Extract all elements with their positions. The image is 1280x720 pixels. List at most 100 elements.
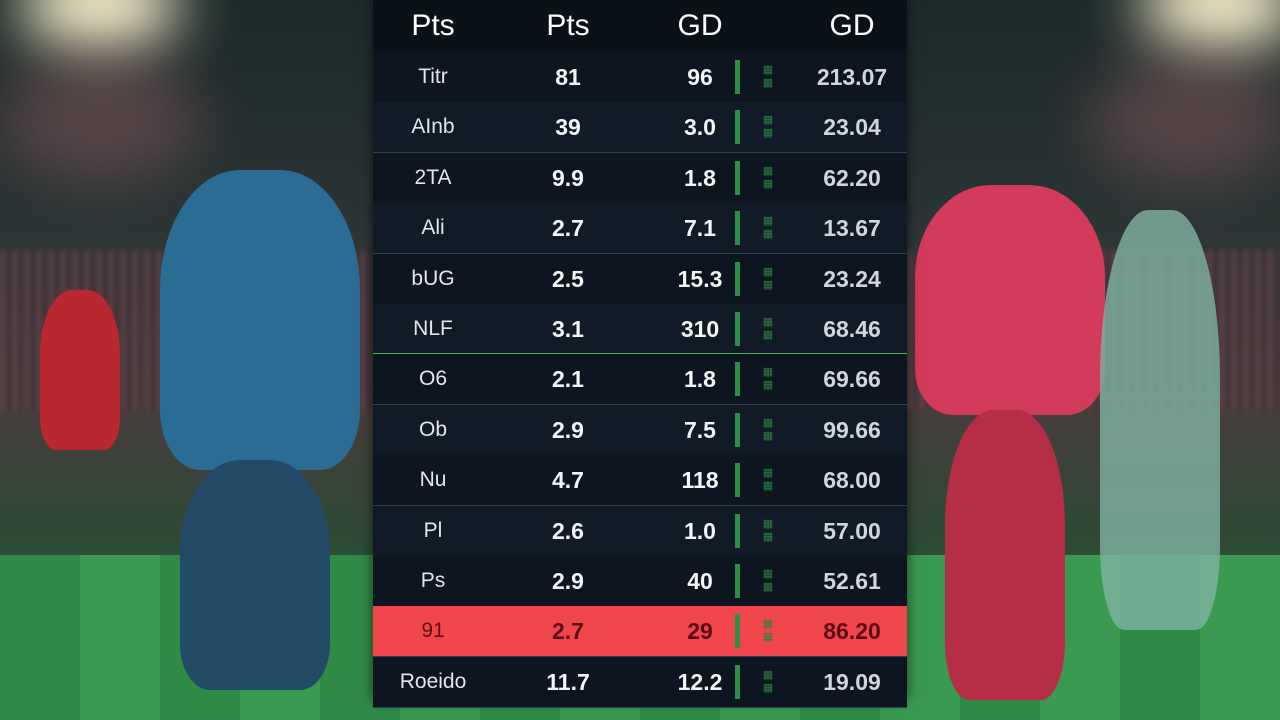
table-cell: bUG (411, 266, 455, 290)
table-cell: 19.09 (823, 668, 881, 695)
status-bar (735, 60, 740, 94)
table-row: 91 2.7 29 86.20 ▦ ▦ (373, 606, 907, 658)
status-bar (735, 362, 740, 397)
status-bar (735, 664, 740, 699)
table-cell: Ps (420, 569, 446, 592)
status-bar (735, 160, 740, 195)
status-bar (735, 312, 740, 346)
table-cell: 12.2 (677, 668, 723, 695)
player-red (40, 290, 120, 450)
header-row: Pts Pts GD GD (373, 0, 907, 53)
table-cell: 7.5 (684, 416, 716, 443)
standings-table: Pts Pts GD GD Titr 81 96 213.07 ▦ ▦ AInb 39 3.0 23.0… (373, 0, 907, 708)
table-cell: 2.9 (552, 416, 584, 443)
table-cell: 29 (687, 618, 713, 645)
status-bar (735, 614, 740, 649)
club-icon: ▦ ▦ (762, 618, 774, 644)
club-icon: ▦ ▦ (762, 668, 774, 694)
status-bar (735, 513, 740, 548)
club-icon: ▦ ▦ (762, 416, 774, 442)
table-cell: 69.66 (823, 366, 881, 393)
roof-light (1090, 60, 1280, 180)
table-cell: 13.67 (823, 215, 881, 242)
table-cell: 3.1 (552, 316, 584, 342)
club-icon: ▦ ▦ (762, 517, 774, 543)
table-row: Titr 81 96 213.07 ▦ ▦ (373, 52, 907, 103)
table-cell: 11.7 (546, 668, 590, 695)
table-cell: 57.00 (823, 517, 881, 544)
table-cell: 1.0 (684, 517, 716, 544)
club-icon: ▦ ▦ (762, 164, 774, 190)
player-blue-legs (180, 460, 330, 690)
table-cell: 39 (555, 114, 581, 141)
club-icon: ▦ ▦ (762, 215, 774, 241)
status-bar (735, 211, 740, 246)
table-cell: 91 (421, 619, 445, 643)
table-cell: 2.5 (552, 265, 584, 292)
table-cell: 40 (687, 568, 713, 594)
table-cell: 99.66 (823, 416, 881, 443)
table-cell: 96 (687, 64, 713, 90)
table-row: Roeido 11.7 12.2 19.09 ▦ ▦ (373, 656, 907, 708)
player-pink (915, 185, 1105, 415)
table-cell: 118 (681, 467, 719, 494)
floodlight (20, 0, 180, 50)
table-row: bUG 2.5 15.3 23.24 ▦ ▦ (373, 253, 907, 305)
table-cell: Titr (418, 65, 448, 88)
table-cell: 2.7 (552, 215, 584, 242)
table-cell: 2.9 (552, 568, 584, 594)
club-icon: ▦ ▦ (762, 316, 774, 341)
table-cell: 9.9 (552, 164, 584, 191)
table-cell: 86.20 (823, 618, 881, 645)
table-row: 2TA 9.9 1.8 62.20 ▦ ▦ (373, 152, 907, 204)
table-cell: Ob (418, 417, 447, 441)
table-cell: 23.24 (823, 265, 881, 292)
club-icon: ▦ ▦ (762, 568, 774, 593)
table-cell: O6 (418, 367, 447, 391)
table-row: Ob 2.9 7.5 99.66 ▦ ▦ (373, 404, 907, 456)
table-cell: 62.20 (823, 164, 881, 191)
table-cell: 310 (680, 316, 720, 342)
table-cell: 81 (555, 64, 581, 90)
table-cell: 1.8 (684, 164, 716, 191)
table-cell: 7.1 (684, 215, 716, 242)
club-icon: ▦ ▦ (762, 467, 774, 493)
table-cell: 2.7 (552, 618, 584, 645)
table-cell: 68.46 (823, 316, 881, 342)
club-icon: ▦ ▦ (762, 64, 774, 89)
column-header: Pts (411, 9, 455, 42)
table-cell: 2.6 (552, 517, 584, 544)
player-blue (160, 170, 360, 470)
status-bar (735, 412, 740, 447)
floodlight (1140, 0, 1280, 50)
table-cell: 15.3 (677, 265, 723, 292)
player-pink-legs (945, 410, 1065, 700)
table-cell: 2.1 (552, 366, 584, 393)
table-cell: 1.8 (684, 366, 716, 393)
table-cell: 52.61 (823, 568, 881, 594)
table-row: Ali 2.7 7.1 13.67 ▦ ▦ (373, 203, 907, 255)
table-cell: AInb (411, 115, 455, 139)
table-row: Nu 4.7 118 68.00 ▦ ▦ (373, 455, 907, 507)
table-cell: Pl (423, 518, 443, 542)
table-row: AInb 39 3.0 23.04 ▦ ▦ (373, 102, 907, 154)
roof-light (0, 60, 200, 180)
status-bar (735, 261, 740, 296)
table-row: O6 2.1 1.8 69.66 ▦ ▦ (373, 354, 907, 406)
player-teal (1100, 210, 1220, 630)
table-cell: 23.04 (823, 114, 881, 141)
status-bar (735, 463, 740, 498)
table-cell: 68.00 (823, 467, 881, 494)
column-header: Pts (546, 9, 590, 42)
club-icon: ▦ ▦ (762, 114, 774, 140)
column-header: GD (829, 9, 875, 42)
club-icon: ▦ ▦ (762, 366, 774, 392)
table-cell: 213.07 (816, 64, 888, 90)
table-cell: 2TA (414, 165, 452, 189)
table-cell: 3.0 (684, 114, 716, 141)
table-cell: Ali (421, 216, 445, 240)
status-bar (735, 110, 740, 145)
status-bar (735, 564, 740, 598)
